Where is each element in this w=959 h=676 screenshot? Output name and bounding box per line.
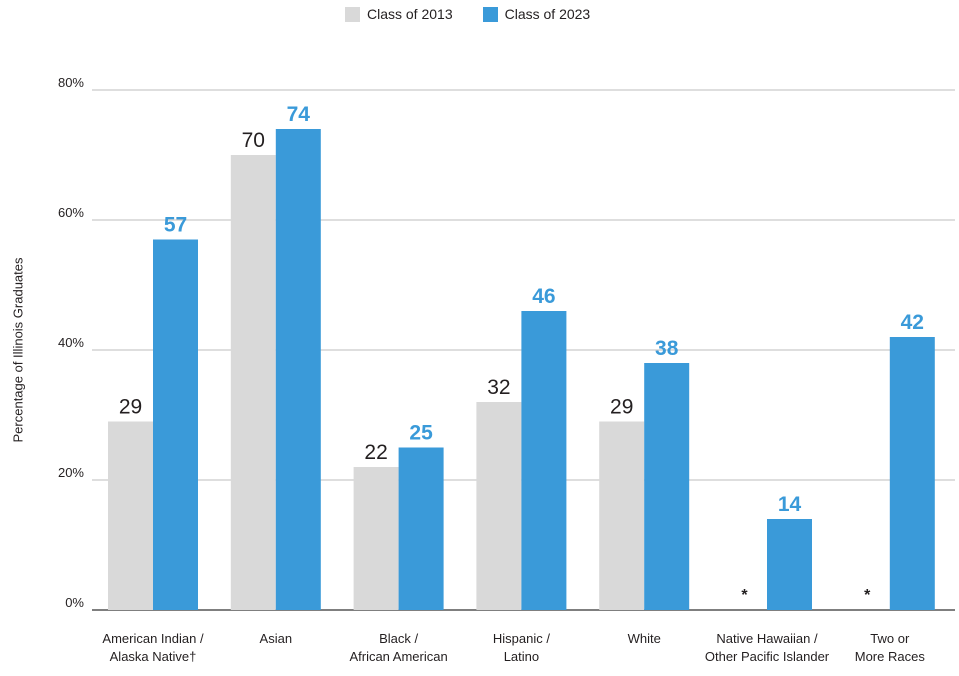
bar-2023 bbox=[153, 239, 198, 610]
data-label: 29 bbox=[119, 396, 142, 419]
x-tick-label: Two or bbox=[870, 631, 910, 646]
x-tick-label: Asian bbox=[260, 631, 293, 646]
data-label: 42 bbox=[901, 311, 924, 334]
y-tick-label: 40% bbox=[58, 335, 84, 350]
data-label: 74 bbox=[287, 103, 311, 126]
bar-2013 bbox=[599, 421, 645, 610]
legend-item-2023: Class of 2023 bbox=[482, 6, 591, 22]
legend-swatch-2013 bbox=[345, 6, 360, 22]
bar-2013 bbox=[108, 421, 153, 610]
x-tick-label: White bbox=[628, 631, 661, 646]
x-tick-label: American Indian / bbox=[102, 631, 204, 646]
bar-2023 bbox=[767, 519, 812, 610]
data-label: 38 bbox=[655, 337, 679, 360]
x-tick-label: Latino bbox=[504, 649, 539, 664]
x-tick-label: African American bbox=[349, 649, 447, 664]
data-label: 14 bbox=[778, 493, 802, 516]
y-tick-label: 60% bbox=[58, 205, 84, 220]
data-label: 25 bbox=[409, 422, 433, 445]
data-label: 70 bbox=[242, 129, 265, 152]
bar-2023 bbox=[521, 311, 567, 610]
x-tick-label: Alaska Native† bbox=[110, 649, 197, 664]
bar-2023 bbox=[398, 447, 444, 610]
x-tick-label: Black / bbox=[379, 631, 418, 646]
y-tick-label: 0% bbox=[65, 595, 84, 610]
bar-2013 bbox=[230, 155, 276, 610]
legend-item-2013: Class of 2013 bbox=[345, 6, 453, 22]
bar-2013 bbox=[476, 402, 522, 610]
suppressed-data-marker: * bbox=[864, 587, 871, 604]
data-label: 32 bbox=[487, 376, 510, 399]
y-tick-label: 20% bbox=[58, 465, 84, 480]
bar-2023 bbox=[275, 129, 321, 610]
legend-label-2013: Class of 2013 bbox=[367, 6, 453, 22]
data-label: 22 bbox=[364, 441, 387, 464]
data-label: 57 bbox=[164, 214, 187, 237]
bar-2023 bbox=[889, 337, 935, 610]
legend-swatch-2023 bbox=[482, 6, 498, 22]
bar-2013 bbox=[353, 467, 399, 610]
data-label: 46 bbox=[532, 285, 555, 308]
data-label: 29 bbox=[610, 396, 633, 419]
suppressed-data-marker: * bbox=[741, 587, 748, 604]
y-tick-label: 80% bbox=[58, 75, 84, 90]
x-tick-label: More Races bbox=[855, 649, 926, 664]
x-tick-label: Native Hawaiian / bbox=[716, 631, 818, 646]
bar-2023 bbox=[644, 363, 690, 610]
x-tick-label: Other Pacific Islander bbox=[705, 649, 830, 664]
x-tick-label: Hispanic / bbox=[493, 631, 550, 646]
legend-label-2023: Class of 2023 bbox=[504, 6, 591, 22]
legend: Class of 2013 Class of 2023 bbox=[345, 6, 590, 22]
